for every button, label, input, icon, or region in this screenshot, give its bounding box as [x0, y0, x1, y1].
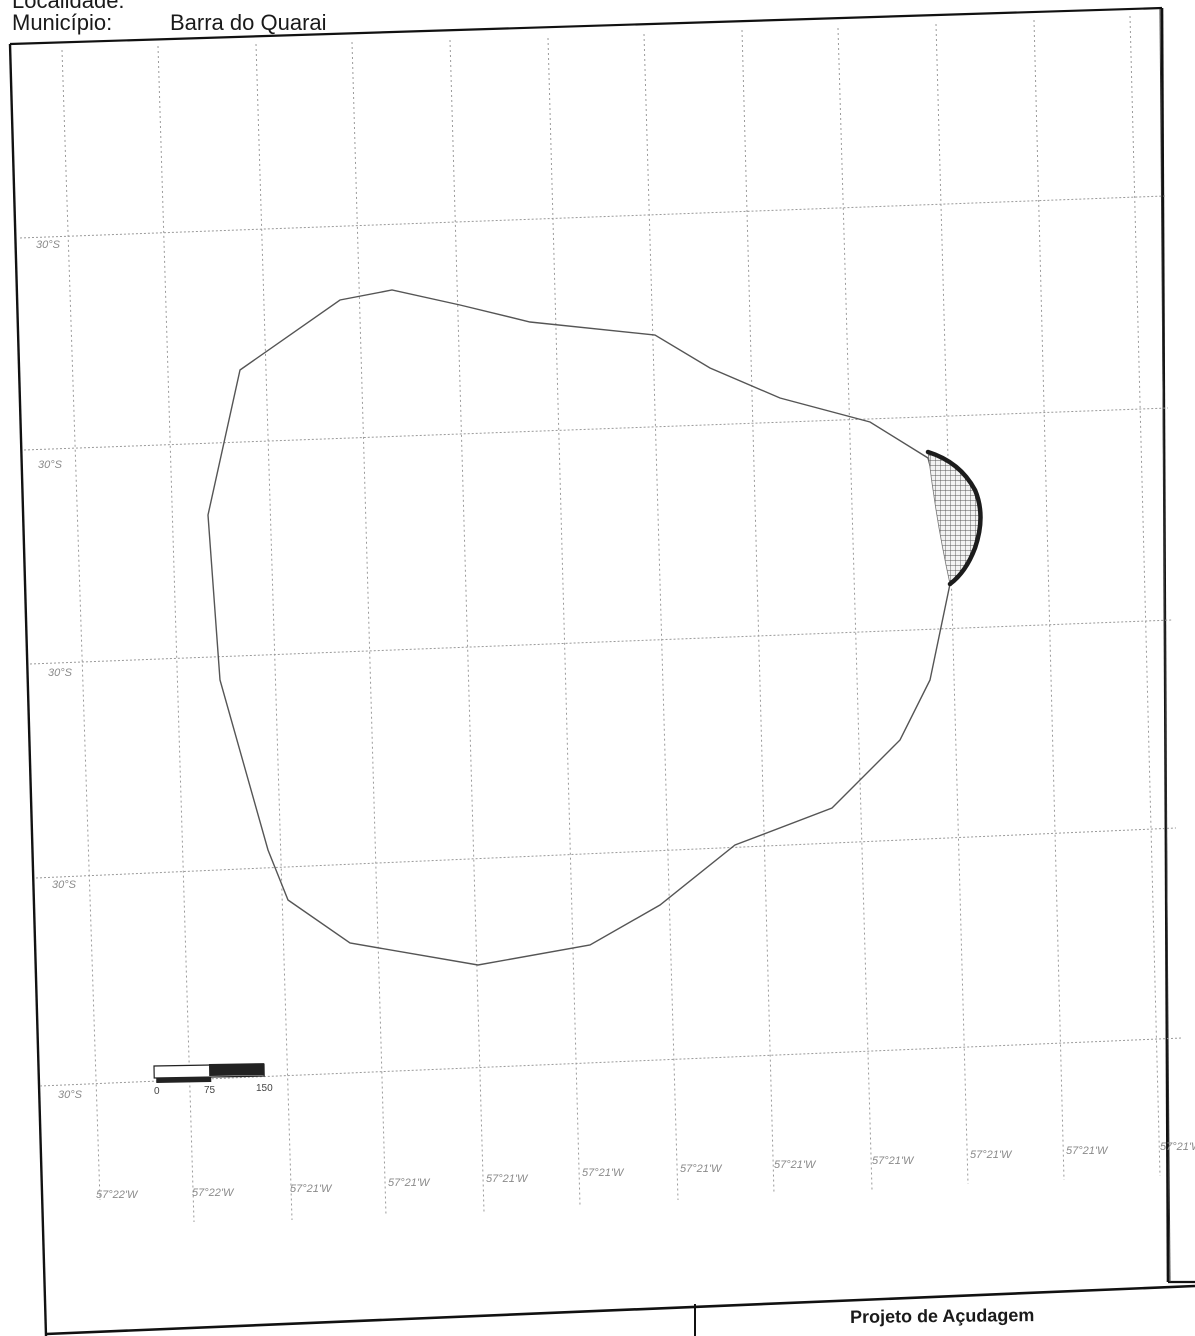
lon-label: 57°21'W: [680, 1163, 723, 1175]
project-title: Projeto de Açudagem: [849, 1305, 1035, 1327]
municipio-label: Município:: [12, 10, 113, 35]
dam-embankment: [925, 449, 983, 587]
lon-label: 57°21'W: [1066, 1145, 1109, 1157]
reservoir: [925, 449, 983, 587]
lat-label: 30°S: [48, 667, 73, 679]
scale-tick-150: 150: [256, 1083, 273, 1094]
localidade-label: Localidade:: [12, 0, 125, 13]
lon-label: 57°21'W: [290, 1183, 333, 1195]
lon-label: 57°21'W: [582, 1167, 625, 1179]
longitude-labels-row2: 57°22'W 57°22'W: [96, 1187, 235, 1201]
lon-label: 57°21'W: [872, 1155, 915, 1167]
lon-label: 57°21'W: [388, 1177, 431, 1189]
longitude-labels-row1: 57°21'W 57°21'W 57°21'W 57°21'W 57°21'W …: [290, 1141, 1195, 1195]
localidade-line: Localidade:: [12, 0, 170, 14]
lon-label: 57°21'W: [1160, 1141, 1195, 1153]
municipio-value: Barra do Quarai: [170, 10, 327, 35]
map-grid-horizontal: [19, 195, 1183, 1087]
lat-label: 30°S: [52, 879, 77, 891]
lon-label: 57°21'W: [970, 1149, 1013, 1161]
lon-label: 57°21'W: [774, 1159, 817, 1171]
municipio-line: Município: Barra do Quarai: [12, 10, 327, 36]
watershed-boundary: [207, 289, 956, 966]
lat-label: 30°S: [36, 239, 61, 251]
scale-tick-0: 0: [154, 1086, 160, 1097]
lon-label: 57°21'W: [486, 1173, 529, 1185]
latitude-labels: 30°S 30°S 30°S 30°S 30°S: [36, 239, 83, 1101]
lon-label: 57°22'W: [192, 1187, 235, 1199]
lat-label: 30°S: [58, 1089, 83, 1101]
map-grid-vertical: [61, 15, 1161, 1223]
lat-label: 30°S: [38, 459, 63, 471]
sheet-border: [8, 6, 1195, 1336]
lon-label: 57°22'W: [96, 1189, 139, 1201]
scale-tick-75: 75: [204, 1085, 216, 1096]
scale-bar: 0 75 150: [153, 1063, 273, 1097]
